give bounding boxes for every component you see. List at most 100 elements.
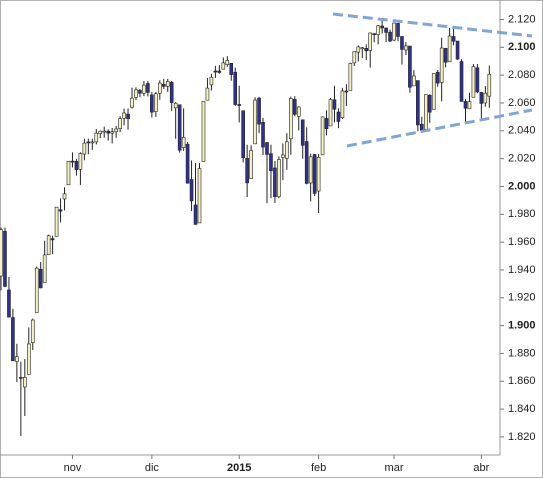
candle-body [336,111,341,122]
candle-body [19,377,23,379]
candle-body [30,319,35,343]
candle-body [312,154,317,194]
candle-body [3,231,7,287]
candle-body [443,47,448,63]
candle-body [138,90,142,94]
x-tick-label: mar [385,462,404,474]
candle-body [316,157,321,192]
candle-body [292,99,297,115]
candle-body [118,118,122,130]
candle-body [447,35,452,63]
candle-body [459,61,464,102]
y-tick-label: 1.880 [508,347,536,359]
candle-body [42,254,47,283]
candle-body [237,104,241,106]
candle-body [146,83,150,93]
y-tick-label: 2.100 [508,41,536,53]
candle-body [360,47,365,50]
candle-body [396,23,400,37]
candle-body [348,63,353,91]
trend-line-upper [332,12,533,38]
candle-body [380,25,384,29]
candle-body [110,131,114,134]
candle-body [134,89,138,98]
candle-body [392,22,396,41]
y-tick-label: 2.020 [508,153,536,165]
candle-body [201,100,206,162]
candle-body [285,141,289,159]
candle-body [463,101,468,109]
candle-body [50,238,55,241]
candle-body [74,160,79,170]
candle-body [439,47,444,83]
candle-body [435,71,440,84]
candle-body [431,73,436,110]
candle-body [328,99,333,127]
candle-body [98,130,103,134]
candle-body [451,36,456,42]
candle-body [62,193,67,200]
candle-body [455,40,460,60]
candle-body [54,206,59,237]
candle-body [423,94,428,130]
candle-body [102,130,107,133]
x-tick-label: 2015 [227,462,251,474]
candle-body [296,106,301,117]
candle-body [7,289,11,318]
x-tick-label: dic [145,462,160,474]
candle-body [253,99,257,145]
y-tick-label: 2.120 [508,13,536,25]
candle-body [320,116,325,156]
candle-body [273,167,277,197]
candle-body [277,159,281,197]
candle-body [38,268,43,289]
candle-body [221,62,226,70]
candle-body [11,317,15,362]
candle-body [257,97,261,125]
candle-body [78,153,83,170]
candle-body [249,150,253,179]
candle-body [46,235,51,255]
candle-body [245,158,249,184]
y-tick-label: 1.940 [508,264,536,276]
candle-body [400,36,404,50]
candle-body [150,94,154,113]
candle-body [58,209,63,212]
candle-body [70,160,75,163]
candle-body [189,179,194,202]
y-tick-label: 1.900 [508,320,536,332]
candle-body [213,70,218,73]
candle-body [217,70,222,73]
y-tick-label: 2.080 [508,69,536,81]
candle-body [352,51,357,64]
candle-body [289,98,293,140]
y-tick-label: 1.980 [508,208,536,220]
candle-body [225,60,230,65]
candle-body [340,90,345,119]
y-tick-label: 1.960 [508,236,536,248]
candle-body [142,84,146,94]
candle-body [427,94,432,113]
candle-body [23,377,27,388]
candle-body [300,119,305,146]
y-tick-label: 1.860 [508,375,536,387]
candle-body [483,92,488,104]
candle-body [154,93,158,112]
y-tick-label: 2.040 [508,125,536,137]
candle-body [122,112,126,119]
candle-body [161,84,166,87]
candle-body [471,66,476,98]
candle-body [372,33,376,35]
candle-body [475,67,480,93]
candle-body [106,130,110,134]
candle-body [169,82,174,103]
candle-body [487,74,492,97]
trend-line-lower [346,108,533,148]
candle-body [416,80,420,126]
candle-body [90,141,95,144]
x-tick-label: feb [311,462,326,474]
candle-body [261,122,265,148]
candle-body [126,113,130,119]
